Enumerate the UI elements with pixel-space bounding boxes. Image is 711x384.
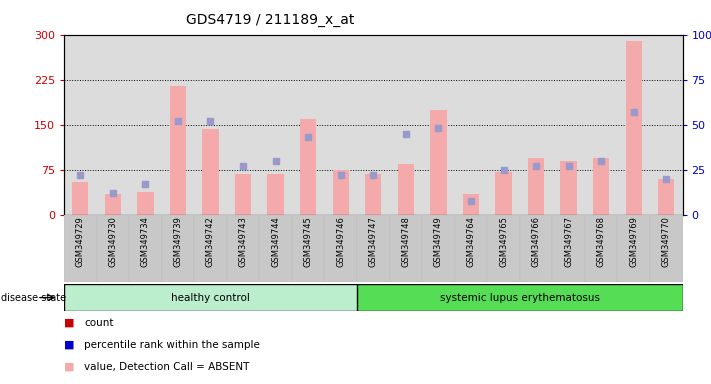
Text: GSM349770: GSM349770	[662, 217, 670, 267]
Point	[139, 181, 151, 187]
Bar	[333, 170, 349, 215]
Point	[107, 190, 119, 197]
Point	[368, 172, 379, 179]
Point	[335, 172, 346, 179]
Text: GSM349768: GSM349768	[597, 217, 606, 267]
Text: systemic lupus erythematosus: systemic lupus erythematosus	[440, 293, 600, 303]
Text: GSM349748: GSM349748	[401, 217, 410, 267]
Bar	[97, 215, 129, 282]
Point	[628, 109, 639, 115]
Text: GSM349747: GSM349747	[369, 217, 378, 267]
Text: GSM349734: GSM349734	[141, 217, 150, 267]
Point	[465, 197, 476, 204]
Text: GSM349765: GSM349765	[499, 217, 508, 267]
Bar	[650, 215, 683, 282]
Bar	[520, 215, 552, 282]
Bar	[64, 215, 97, 282]
Bar	[170, 86, 186, 215]
Point	[172, 118, 183, 124]
Bar	[528, 158, 544, 215]
Text: GSM349746: GSM349746	[336, 217, 346, 267]
Point	[596, 158, 607, 164]
Bar	[227, 215, 260, 282]
Text: GSM349767: GSM349767	[564, 217, 573, 267]
Text: GSM349730: GSM349730	[108, 217, 117, 267]
Point	[75, 172, 86, 179]
Bar	[626, 41, 642, 215]
Bar	[552, 215, 585, 282]
Text: GSM349729: GSM349729	[76, 217, 85, 267]
Text: healthy control: healthy control	[171, 293, 250, 303]
Point	[302, 134, 314, 141]
Bar	[137, 192, 154, 215]
Bar	[129, 215, 161, 282]
Bar	[658, 179, 675, 215]
Text: count: count	[84, 318, 113, 328]
Bar	[357, 284, 683, 311]
Bar	[292, 215, 324, 282]
Bar	[105, 194, 121, 215]
Bar	[324, 215, 357, 282]
Bar	[496, 172, 512, 215]
Bar	[463, 194, 479, 215]
Text: ■: ■	[64, 318, 75, 328]
Text: GSM349766: GSM349766	[532, 217, 540, 267]
Bar	[593, 158, 609, 215]
Bar	[235, 174, 251, 215]
Bar	[585, 215, 617, 282]
Text: GDS4719 / 211189_x_at: GDS4719 / 211189_x_at	[186, 13, 354, 27]
Text: percentile rank within the sample: percentile rank within the sample	[84, 340, 260, 350]
Text: GSM349749: GSM349749	[434, 217, 443, 267]
Bar	[454, 215, 487, 282]
Bar	[194, 215, 227, 282]
Bar	[560, 161, 577, 215]
Text: GSM349744: GSM349744	[271, 217, 280, 267]
Bar	[430, 110, 447, 215]
Bar	[365, 174, 381, 215]
Point	[205, 118, 216, 124]
Text: GSM349739: GSM349739	[173, 217, 183, 267]
Text: disease state: disease state	[1, 293, 66, 303]
Bar	[422, 215, 454, 282]
Point	[433, 125, 444, 131]
Bar	[397, 164, 414, 215]
Bar	[64, 284, 357, 311]
Text: value, Detection Call = ABSENT: value, Detection Call = ABSENT	[84, 362, 250, 372]
Bar	[357, 215, 390, 282]
Point	[563, 163, 574, 169]
Text: GSM349743: GSM349743	[239, 217, 247, 267]
Bar	[390, 215, 422, 282]
Point	[498, 167, 509, 173]
Point	[237, 163, 249, 169]
Point	[270, 158, 282, 164]
Bar	[617, 215, 650, 282]
Text: GSM349769: GSM349769	[629, 217, 638, 267]
Point	[400, 131, 412, 137]
Text: ■: ■	[64, 362, 75, 372]
Text: GSM349745: GSM349745	[304, 217, 313, 267]
Bar	[72, 182, 88, 215]
Point	[530, 163, 542, 169]
Bar	[267, 174, 284, 215]
Text: GSM349764: GSM349764	[466, 217, 476, 267]
Bar	[161, 215, 194, 282]
Bar	[260, 215, 292, 282]
Bar	[203, 129, 218, 215]
Point	[661, 176, 672, 182]
Bar	[300, 119, 316, 215]
Text: GSM349742: GSM349742	[206, 217, 215, 267]
Bar	[487, 215, 520, 282]
Text: ■: ■	[64, 340, 75, 350]
